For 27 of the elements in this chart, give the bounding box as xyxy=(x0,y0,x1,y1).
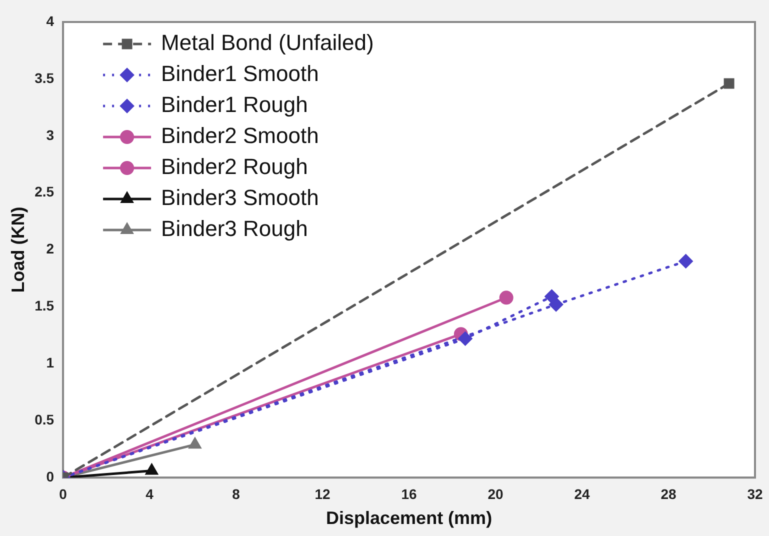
x-tick-label: 32 xyxy=(747,486,763,502)
legend-label: Binder1 Rough xyxy=(161,92,308,118)
legend-label: Metal Bond (Unfailed) xyxy=(161,30,374,56)
legend-label: Binder3 Rough xyxy=(161,216,308,242)
x-axis-title: Displacement (mm) xyxy=(326,508,492,528)
x-tick-label: 0 xyxy=(59,486,68,502)
x-tick-label: 16 xyxy=(401,486,418,502)
y-tick-label: 2.5 xyxy=(34,184,54,200)
legend-label: Binder3 Smooth xyxy=(161,185,319,210)
x-tick-label: 20 xyxy=(488,486,504,502)
x-tick-label: 4 xyxy=(146,486,154,502)
y-tick-label: 3 xyxy=(46,126,54,143)
y-axis-title: Load (KN) xyxy=(8,206,28,293)
x-tick-label: 24 xyxy=(574,486,590,502)
y-tick-label: 3.5 xyxy=(34,70,54,86)
legend-label: Binder2 Rough xyxy=(161,154,308,180)
legend-label: Binder1 Smooth xyxy=(161,61,319,86)
x-tick-label: 8 xyxy=(232,486,240,502)
legend-label: Binder2 Smooth xyxy=(161,123,319,148)
y-tick-label: 4 xyxy=(46,12,54,29)
y-tick-label: 0 xyxy=(46,468,54,484)
y-tick-label: 2 xyxy=(46,240,54,257)
y-tick-label: 0.5 xyxy=(34,412,54,428)
x-tick-label: 28 xyxy=(660,486,677,502)
y-tick-label: 1.5 xyxy=(34,298,54,314)
y-tick-label: 1 xyxy=(46,354,54,371)
x-tick-label: 12 xyxy=(314,486,331,502)
